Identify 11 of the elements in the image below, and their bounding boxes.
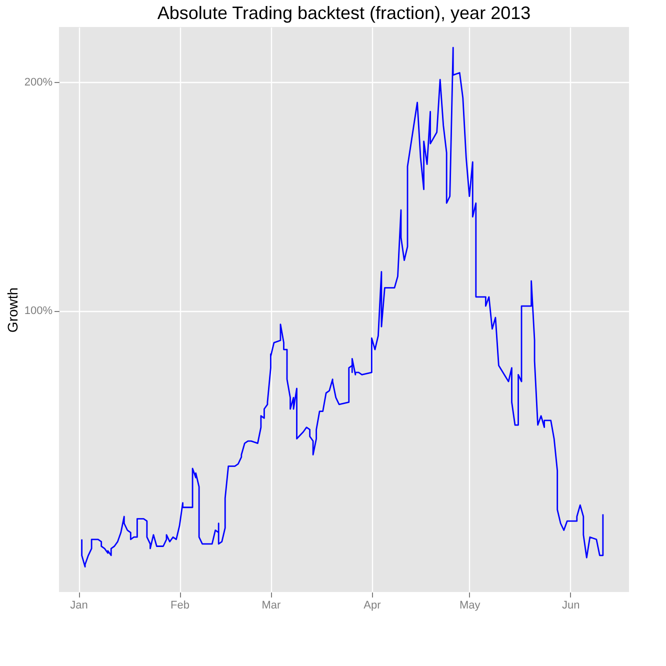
x-tick-label: Apr [364, 600, 382, 612]
y-tick-label: 200% [24, 76, 53, 88]
x-tick-label: Jun [562, 600, 580, 612]
line-series [81, 46, 604, 568]
y-axis-title: Growth [4, 287, 20, 333]
x-tick-label: Feb [170, 600, 190, 612]
y-tick-label: 100% [24, 305, 53, 318]
x-tick-label: Jan [70, 600, 88, 612]
x-tick-label: May [460, 600, 481, 612]
x-tick-label: Mar [262, 600, 282, 612]
chart-title: Absolute Trading backtest (fraction), year 2013 [157, 3, 531, 23]
